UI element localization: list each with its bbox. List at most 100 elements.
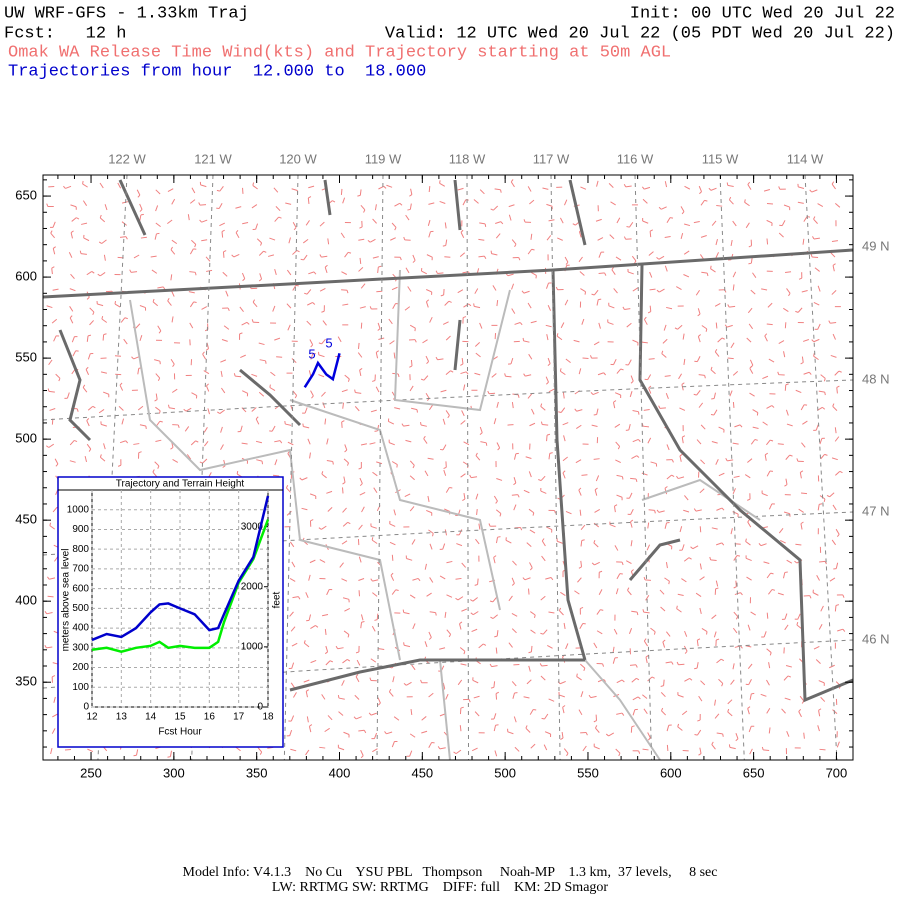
wind-barb — [222, 251, 225, 258]
wind-barb — [303, 679, 310, 683]
wind-barb — [614, 423, 621, 428]
wind-barb-flag — [74, 440, 78, 443]
wind-barb-flag — [194, 272, 197, 276]
wind-barb — [310, 353, 314, 360]
wind-barb — [344, 252, 349, 258]
wind-barb-flag — [660, 707, 664, 711]
inset-x-tick-label: 18 — [262, 712, 274, 723]
lon-label: 114 W — [787, 151, 824, 166]
wind-barb-flag — [554, 510, 556, 514]
wind-barb — [201, 239, 208, 242]
wind-barb — [747, 663, 753, 669]
wind-barb — [582, 745, 587, 752]
wind-barb — [679, 526, 683, 533]
wind-barb — [393, 716, 400, 721]
wind-barb — [342, 521, 348, 527]
wind-barb — [354, 406, 360, 412]
wind-barb — [682, 333, 685, 340]
wind-barb — [135, 323, 141, 329]
wind-barb — [714, 713, 720, 719]
wind-barb — [718, 426, 725, 431]
wind-barb-flag — [91, 271, 95, 274]
wind-barb — [360, 614, 364, 621]
wind-barb-flag — [489, 600, 494, 603]
wind-barb — [813, 355, 819, 361]
wind-barb-flag — [265, 360, 267, 364]
wind-barb-flag — [578, 487, 582, 491]
wind-barb — [540, 490, 547, 494]
wind-barb — [69, 440, 75, 446]
wind-barb — [547, 644, 553, 649]
wind-barb-flag — [591, 293, 595, 296]
wind-barb-flag — [372, 380, 376, 382]
wind-barb-flag — [489, 663, 493, 667]
wind-barb — [630, 508, 634, 515]
wind-barb — [324, 418, 327, 425]
wind-barb — [523, 489, 530, 494]
wind-barb-flag — [800, 521, 804, 525]
wind-barb — [609, 524, 616, 528]
wind-barb-flag — [813, 216, 816, 220]
wind-barb-flag — [468, 699, 471, 703]
wind-barb-flag — [258, 278, 262, 282]
wind-barb — [303, 426, 310, 429]
wind-barb-flag — [679, 453, 683, 457]
lat-label: 46 N — [862, 631, 889, 646]
wind-barb — [718, 678, 724, 684]
wind-barb — [546, 526, 553, 531]
wind-barb — [306, 289, 312, 295]
wind-barb — [778, 528, 784, 534]
wind-barb-flag — [668, 581, 670, 585]
wind-barb — [389, 340, 395, 345]
wind-barb — [219, 409, 225, 414]
wind-barb — [565, 358, 571, 364]
county-lines — [129, 269, 761, 761]
wind-barb — [528, 471, 532, 478]
wind-barb-flag — [304, 292, 308, 295]
wind-barb-flag — [574, 408, 577, 412]
wind-barb — [233, 253, 240, 258]
wind-barb — [750, 611, 756, 616]
wind-barb — [89, 320, 94, 326]
geography — [42, 174, 854, 761]
wind-barb — [763, 561, 770, 565]
wind-barb-flag — [716, 638, 720, 641]
wind-barb — [786, 730, 790, 737]
wind-barb-flag — [198, 202, 201, 206]
wind-barb-flag — [594, 725, 598, 729]
lat-label: 49 N — [862, 238, 889, 253]
wind-barb — [289, 541, 295, 548]
wind-barb — [82, 387, 88, 393]
wind-barb — [747, 624, 751, 631]
wind-barb-flag — [47, 576, 50, 580]
wind-barb-flag — [374, 619, 378, 621]
wind-barb — [471, 628, 478, 633]
wind-barb — [355, 391, 362, 394]
wind-barb — [559, 681, 566, 685]
wind-barb — [836, 387, 838, 394]
y-tick-label: 650 — [15, 188, 37, 203]
wind-barb — [437, 358, 444, 361]
wind-barb — [511, 239, 517, 245]
wind-barb — [292, 596, 299, 599]
wind-barb — [801, 356, 804, 363]
wind-barb — [461, 410, 465, 417]
wind-barb — [732, 663, 735, 670]
wind-barb-flag — [654, 510, 656, 514]
wind-barb-flag — [459, 621, 463, 625]
wind-barb — [713, 409, 718, 416]
wind-barb-flag — [711, 741, 714, 745]
wind-barb-flag — [223, 250, 227, 253]
wind-barb-flag — [656, 289, 660, 293]
wind-barb — [616, 217, 621, 224]
wind-barb — [666, 474, 672, 480]
wind-barb-flag — [622, 306, 625, 310]
wind-barb-flag — [450, 370, 454, 373]
wind-barb — [301, 507, 308, 511]
wind-barb — [777, 592, 784, 596]
wind-barb — [120, 317, 126, 323]
wind-barb — [783, 307, 789, 313]
wind-barb-flag — [341, 420, 345, 423]
wind-barb — [257, 747, 263, 753]
wind-barb — [445, 487, 450, 493]
